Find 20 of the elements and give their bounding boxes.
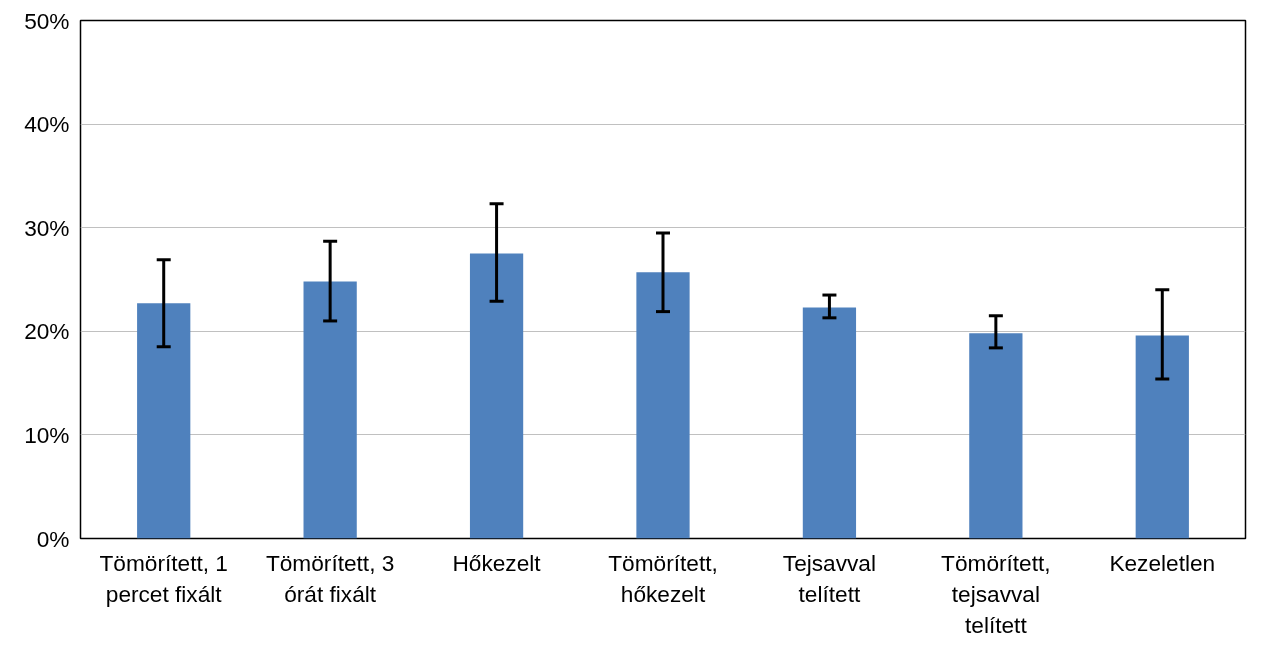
- y-tick-label: 20%: [24, 318, 70, 345]
- x-tick-label: Kezeletlen: [1109, 549, 1216, 576]
- bar: [802, 307, 857, 539]
- y-tick-label: 40%: [24, 111, 70, 138]
- bar: [636, 272, 690, 539]
- y-tick-label: 30%: [24, 214, 70, 241]
- y-tick-label: 10%: [24, 421, 70, 448]
- x-tick-label: Hőkezelt: [452, 549, 542, 576]
- x-tick-label: Tömörített, hőkezelt: [608, 549, 718, 607]
- x-tick-label: Tömörített, tejsavval telített: [941, 549, 1051, 638]
- y-tick-label: 0%: [36, 525, 70, 552]
- x-tick-label: Tömörített, 1 percet fixált: [99, 549, 228, 607]
- bar: [969, 333, 1023, 539]
- x-tick-label: Tömörített, 3 órát fixált: [265, 549, 395, 607]
- bar: [303, 281, 357, 539]
- bar: [1135, 335, 1189, 539]
- bar: [469, 253, 524, 539]
- y-tick-label: 50%: [24, 7, 70, 34]
- x-tick-label: Tejsavval telített: [782, 549, 877, 607]
- bar: [137, 303, 191, 539]
